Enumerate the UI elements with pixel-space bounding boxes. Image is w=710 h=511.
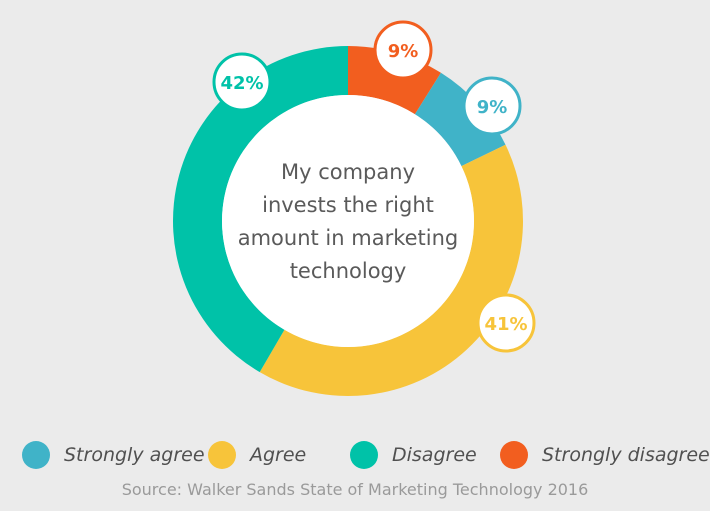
chart-title: My company invests the right amount in m… [237,160,459,283]
legend-swatch-agree [208,441,236,469]
legend-label-disagree: Disagree [392,444,477,466]
legend-label-agree: Agree [250,444,307,466]
legend-swatch-strongly-agree [22,441,50,469]
legend: Strongly agree Agree Disagree Strongly d… [0,438,710,472]
slice-disagree [173,46,348,373]
slice-strongly-agree [414,72,506,167]
chart-area: 9% 9% 41% 42% My company invests the right … [173,20,536,396]
legend-item-strongly-disagree: Strongly disagree [500,438,710,472]
data-label-text: 42% [220,73,263,94]
legend-item-strongly-agree: Strongly agree [22,438,205,472]
data-label-text: 9% [477,97,508,118]
data-label-text: 9% [388,41,419,62]
data-label-badge [373,20,433,80]
data-label-strongly-disagree: 9% [373,20,433,80]
donut-hole [222,95,474,347]
data-label-text: 41% [484,314,527,335]
legend-item-agree: Agree [208,438,306,472]
data-label-badge [212,52,272,112]
legend-swatch-disagree [350,441,378,469]
legend-label-strongly-agree: Strongly agree [64,444,205,466]
legend-label-strongly-disagree: Strongly disagree [542,444,710,466]
legend-item-disagree: Disagree [350,438,477,472]
legend-swatch-strongly-disagree [500,441,528,469]
slice-agree [259,144,523,396]
data-label-agree: 41% [476,293,536,353]
data-label-disagree: 42% [212,52,272,112]
data-label-strongly-agree: 9% [462,76,522,136]
donut-chart: 9% 9% 41% 42% [173,20,536,396]
data-label-badge [462,76,522,136]
source-note: Source: Walker Sands State of Marketing … [121,480,589,499]
data-label-badge [476,293,536,353]
